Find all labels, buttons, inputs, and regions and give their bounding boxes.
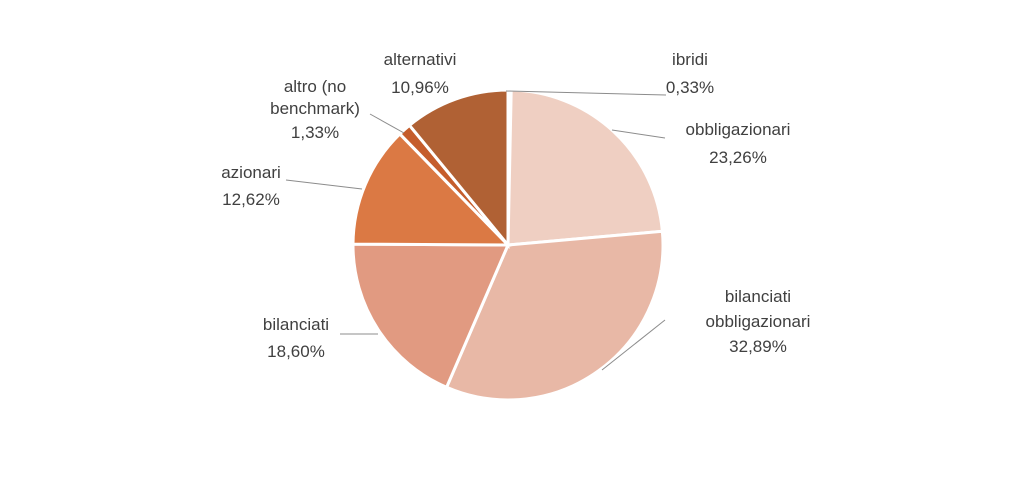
slice-value-label: 0,33% bbox=[666, 78, 714, 97]
slice-category-label: ibridi bbox=[672, 50, 708, 69]
slice-category-label: azionari bbox=[221, 163, 281, 182]
slice-value-label: 12,62% bbox=[222, 190, 280, 209]
pie-slice-alternativi bbox=[407, 88, 510, 250]
leader-line bbox=[369, 113, 405, 134]
slice-category-label: alternativi bbox=[384, 50, 457, 69]
slice-category-label: altro (no bbox=[284, 77, 346, 96]
pie-slice-bilanciati-obbligazionari bbox=[444, 229, 665, 402]
pie-slice-obbligazionari bbox=[506, 88, 665, 247]
leader-line bbox=[285, 179, 363, 190]
slice-category-label: bilanciati bbox=[725, 287, 791, 306]
leader-line bbox=[611, 129, 666, 139]
pie-slice-bilanciati bbox=[351, 242, 511, 390]
slice-value-label: 1,33% bbox=[291, 123, 339, 142]
leader-lines bbox=[285, 90, 667, 371]
slice-value-label: 18,60% bbox=[267, 342, 325, 361]
slice-value-label: 10,96% bbox=[391, 78, 449, 97]
pie-slices bbox=[351, 88, 665, 402]
slice-category-label: obbligazionari bbox=[686, 120, 791, 139]
slice-category-label: obbligazionari bbox=[706, 312, 811, 331]
slice-category-label: benchmark) bbox=[270, 99, 360, 118]
slice-category-label: bilanciati bbox=[263, 315, 329, 334]
leader-line bbox=[505, 90, 667, 96]
slice-value-label: 23,26% bbox=[709, 148, 767, 167]
leader-line bbox=[601, 319, 666, 371]
data-labels: ibridi 0,33% obbligazionari 23,26% bilanciat… bbox=[221, 50, 810, 361]
pie-slice-azionari bbox=[351, 131, 512, 247]
slice-value-label: 32,89% bbox=[729, 337, 787, 356]
